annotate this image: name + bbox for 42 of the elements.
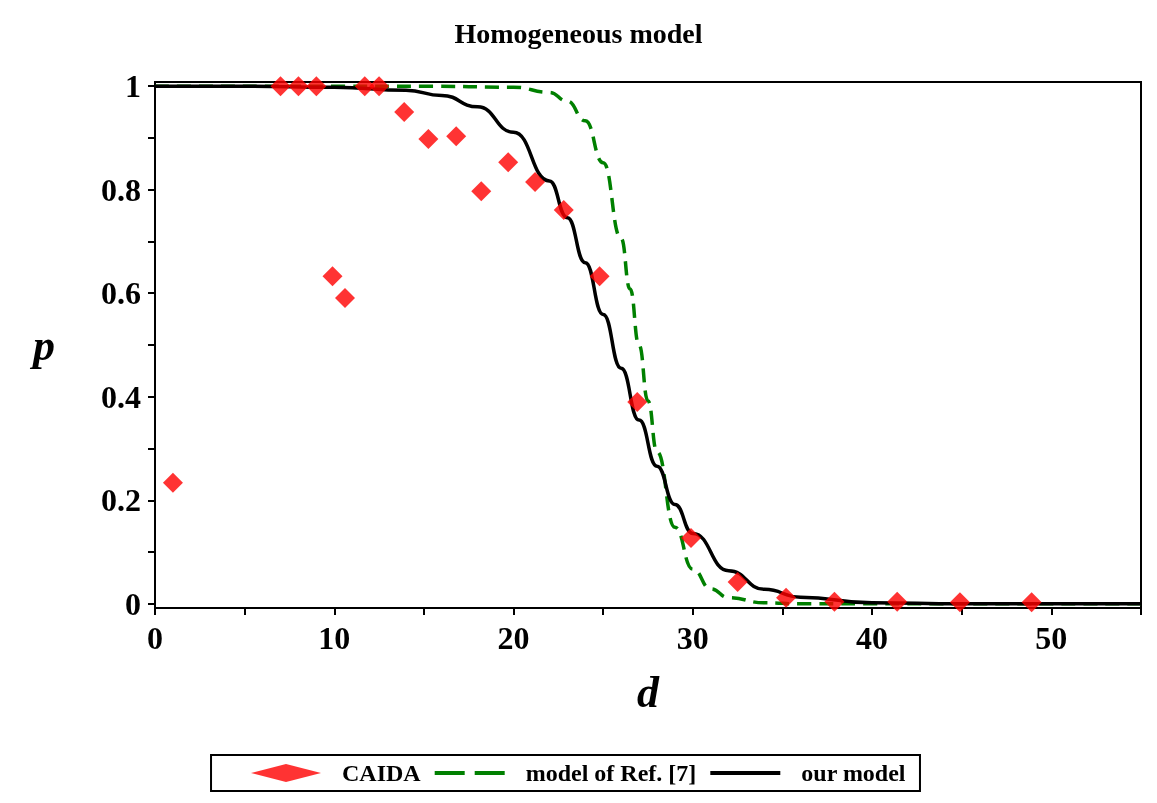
- chart-title: Homogeneous model: [454, 17, 703, 49]
- point: [270, 76, 291, 97]
- point: [354, 76, 375, 97]
- y-tick-label: 0.8: [101, 171, 141, 208]
- x-tick-label: 50: [1035, 620, 1068, 656]
- y-tick-label: 0.2: [101, 482, 141, 519]
- x-tick-label: 20: [497, 620, 530, 656]
- point: [1021, 592, 1042, 613]
- point: [306, 76, 327, 97]
- point: [162, 472, 183, 493]
- point: [627, 391, 648, 412]
- point: [589, 266, 610, 287]
- legend-label: CAIDA: [342, 760, 422, 786]
- point: [335, 287, 356, 308]
- legend-label: our model: [801, 760, 906, 786]
- x-tick-label: 40: [856, 620, 889, 656]
- y-axis-title: p: [29, 320, 55, 370]
- x-axis-title: d: [637, 667, 660, 717]
- point: [553, 199, 574, 220]
- point: [727, 572, 748, 593]
- point: [446, 126, 467, 147]
- point: [887, 591, 908, 612]
- point: [288, 76, 309, 97]
- point: [394, 102, 415, 123]
- point: [525, 171, 546, 192]
- y-tick-label: 0.4: [101, 378, 141, 415]
- y-tick-label: 1: [125, 68, 141, 105]
- point: [949, 592, 970, 613]
- point: [369, 76, 390, 97]
- point: [681, 528, 702, 549]
- x-tick-label: 10: [318, 620, 351, 656]
- y-tick-label: 0: [125, 585, 141, 622]
- point: [471, 181, 492, 202]
- x-tick-label: 0: [147, 620, 163, 656]
- point: [418, 128, 439, 149]
- point: [824, 591, 845, 612]
- x-tick-label: 30: [676, 620, 709, 656]
- point: [322, 266, 343, 287]
- y-tick-label: 0.6: [101, 275, 141, 312]
- legend-label: model of Ref. [7]: [525, 760, 697, 786]
- point: [498, 152, 519, 173]
- point: [776, 587, 797, 608]
